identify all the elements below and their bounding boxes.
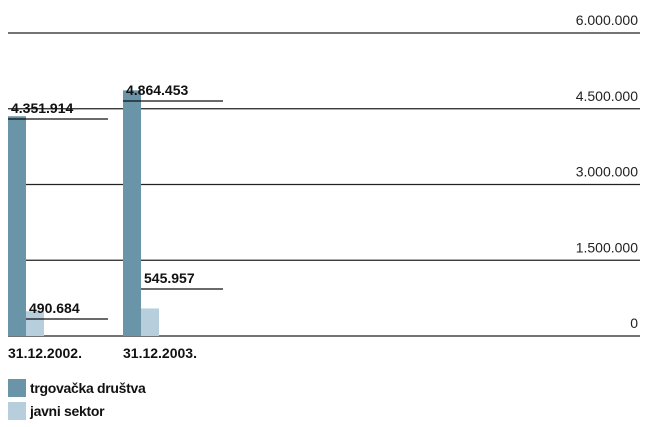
data-labels: 4.351.914 490.684 4.864.453 545.957 <box>8 82 223 319</box>
y-tick-label: 3.000.000 <box>576 164 638 180</box>
category-labels: 31.12.2002. 31.12.2003. <box>8 345 197 361</box>
y-tick-label: 1.500.000 <box>576 239 638 255</box>
y-tick-label: 0 <box>630 315 638 331</box>
legend-item-trgovacka-drustva: trgovačka društva <box>8 378 146 398</box>
legend-swatch-javni-sektor <box>8 402 26 420</box>
bar <box>8 116 26 336</box>
y-tick-label: 6.000.000 <box>576 12 638 28</box>
gridlines <box>8 33 640 336</box>
y-axis-tick-labels: 0 1.500.000 3.000.000 4.500.000 6.000.000 <box>576 12 639 331</box>
bar <box>123 90 141 336</box>
data-label: 4.351.914 <box>11 100 73 116</box>
legend-item-javni-sektor: javni sektor <box>8 401 146 421</box>
bar <box>141 308 159 336</box>
data-label: 4.864.453 <box>126 82 188 98</box>
category-label: 31.12.2003. <box>123 345 197 361</box>
legend: trgovačka društva javni sektor <box>8 378 146 424</box>
data-label: 545.957 <box>144 270 195 286</box>
bar-chart: 0 1.500.000 3.000.000 4.500.000 6.000.000 4.… <box>0 0 654 370</box>
y-tick-label: 4.500.000 <box>576 88 638 104</box>
data-label: 490.684 <box>29 300 80 316</box>
legend-label: javni sektor <box>30 403 104 419</box>
legend-label: trgovačka društva <box>30 380 146 396</box>
category-label: 31.12.2002. <box>8 345 82 361</box>
legend-swatch-trgovacka-drustva <box>8 379 26 397</box>
